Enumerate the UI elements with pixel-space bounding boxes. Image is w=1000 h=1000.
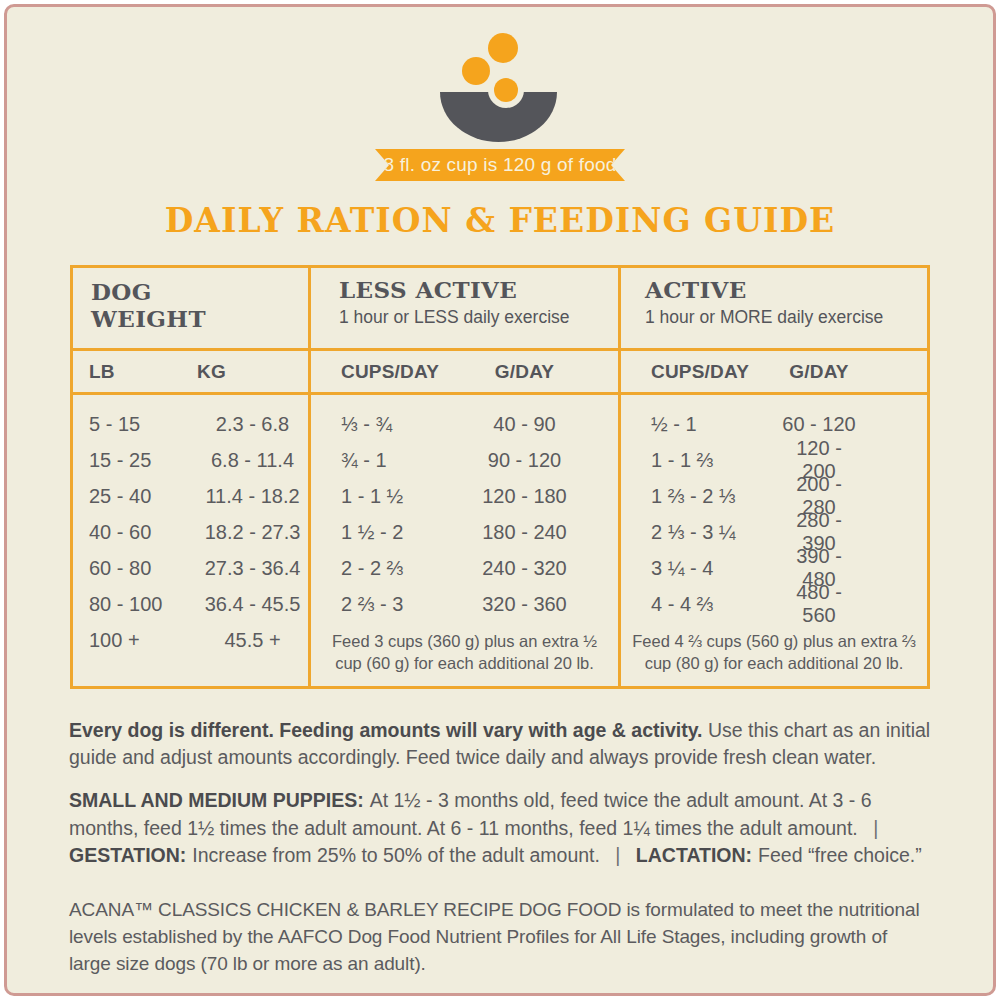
- table-cell: 2 - 2 ⅔: [341, 557, 471, 580]
- table-cell: 3 ¼ - 4: [651, 557, 781, 580]
- less-active-data: ⅓ - ¾ 40 - 90 ¾ - 1 90 - 120 1 - 1 ½ 120 - 18…: [308, 392, 618, 686]
- table-cell: 11.4 - 18.2: [205, 485, 299, 508]
- column-header-grams: G/DAY: [495, 361, 554, 383]
- table-cell: 27.3 - 36.4: [205, 557, 301, 580]
- table-cell: 2 ⅔ - 3: [341, 593, 471, 616]
- group-title: LESS ACTIVE: [339, 277, 618, 304]
- table-cell: 320 - 360: [482, 593, 567, 616]
- active-rows: ½ - 160 - 1201 - 1 ⅔120 - 2001 ⅔ - 2 ⅓20…: [621, 395, 927, 622]
- puppies-label: SMALL AND MEDIUM PUPPIES:: [69, 789, 364, 811]
- table-cell: 80 - 100: [89, 593, 197, 616]
- table-cell: 25 - 40: [89, 485, 197, 508]
- page-title: DAILY RATION & FEEDING GUIDE: [0, 201, 1000, 240]
- lactation-text: Feed “free choice.”: [758, 844, 922, 866]
- column-header-cups: CUPS/DAY: [341, 361, 471, 383]
- table-cell: 45.5 +: [224, 629, 280, 652]
- column-headers-less-active: CUPS/DAY G/DAY: [308, 348, 618, 392]
- table-cell: 90 - 120: [488, 449, 561, 472]
- kibble-icon: [462, 57, 490, 85]
- table-cell: 60 - 80: [89, 557, 197, 580]
- cup-measure-banner: 8 fl. oz cup is 120 g of food: [375, 149, 625, 181]
- gestation-text: Increase from 25% to 50% of the adult am…: [192, 844, 600, 866]
- kibble-icon: [494, 78, 518, 102]
- less-active-rows: ⅓ - ¾ 40 - 90 ¾ - 1 90 - 120 1 - 1 ½ 120 - 18…: [311, 395, 618, 622]
- table-cell: 40 - 90: [493, 413, 555, 436]
- group-subtitle: 1 hour or LESS daily exercise: [339, 307, 618, 328]
- table-cell: 18.2 - 27.3: [205, 521, 301, 544]
- separator: |: [615, 844, 620, 866]
- group-header-less-active: LESS ACTIVE 1 hour or LESS daily exercis…: [308, 268, 618, 348]
- table-cell: 4 - 4 ⅔: [651, 593, 781, 616]
- column-header-lb: LB: [89, 361, 197, 383]
- table-cell: 1 - 1 ½: [341, 485, 471, 508]
- group-header-dog-weight: DOG WEIGHT: [73, 268, 308, 348]
- kibble-icon: [488, 33, 518, 63]
- life-stage-note: SMALL AND MEDIUM PUPPIES:At 1½ - 3 month…: [69, 787, 933, 870]
- weight-data: 5 - 15 2.3 - 6.8 15 - 25 6.8 - 11.4 25 - 40 1…: [73, 392, 308, 686]
- group-subtitle: 1 hour or MORE daily exercise: [645, 307, 927, 328]
- table-cell: ½ - 1: [651, 413, 781, 436]
- table-cell: 60 - 120: [782, 413, 855, 436]
- group-header-active: ACTIVE 1 hour or MORE daily exercise: [618, 268, 927, 348]
- table-cell: 2 ⅓ - 3 ¼: [651, 521, 781, 544]
- table-cell: 480 - 560: [781, 581, 857, 627]
- table-cell: 40 - 60: [89, 521, 197, 544]
- weight-rows: 5 - 15 2.3 - 6.8 15 - 25 6.8 - 11.4 25 - 40 1…: [73, 395, 308, 658]
- table-cell: 1 ⅔ - 2 ⅓: [651, 485, 781, 508]
- group-title: DOG WEIGHT: [91, 279, 221, 332]
- table-cell: 100 +: [89, 629, 197, 652]
- gestation-label: GESTATION:: [69, 844, 186, 866]
- lactation-label: LACTATION:: [636, 844, 752, 866]
- feeding-guide-label: 8 fl. oz cup is 120 g of food DAILY RATI…: [0, 0, 1000, 1000]
- aafco-statement: ACANA™ CLASSICS CHICKEN & BARLEY RECIPE …: [69, 897, 933, 978]
- dog-bowl-with-kibble-icon: [440, 30, 560, 150]
- column-header-kg: KG: [197, 361, 308, 383]
- separator: |: [873, 817, 878, 839]
- table-cell: ¾ - 1: [341, 449, 471, 472]
- column-headers-weight: LB KG: [73, 348, 308, 392]
- general-feeding-note: Every dog is different. Feeding amounts …: [69, 717, 933, 771]
- table-cell: 36.4 - 45.5: [205, 593, 301, 616]
- column-header-grams: G/DAY: [789, 361, 848, 383]
- table-cell: 15 - 25: [89, 449, 197, 472]
- table-cell: 120 - 180: [482, 485, 567, 508]
- column-header-cups: CUPS/DAY: [651, 361, 781, 383]
- feeding-table: DOG WEIGHT LESS ACTIVE 1 hour or LESS da…: [70, 265, 930, 689]
- table-cell: 1 ½ - 2: [341, 521, 471, 544]
- group-title: ACTIVE: [645, 277, 927, 304]
- active-data: ½ - 160 - 1201 - 1 ⅔120 - 2001 ⅔ - 2 ⅓20…: [618, 392, 927, 686]
- table-cell: 6.8 - 11.4: [211, 449, 294, 472]
- table-cell: 180 - 240: [482, 521, 567, 544]
- table-cell: 5 - 15: [89, 413, 197, 436]
- column-headers-active: CUPS/DAY G/DAY: [618, 348, 927, 392]
- table-cell: ⅓ - ¾: [341, 413, 471, 436]
- cup-measure-text: 8 fl. oz cup is 120 g of food: [384, 154, 617, 176]
- less-active-extra-note: Feed 3 cups (360 g) plus an extra ½ cup …: [311, 631, 618, 675]
- table-cell: 240 - 320: [482, 557, 567, 580]
- general-note-bold: Every dog is different. Feeding amounts …: [69, 719, 703, 741]
- table-cell: 1 - 1 ⅔: [651, 449, 781, 472]
- active-extra-note: Feed 4 ⅔ cups (560 g) plus an extra ⅔ cu…: [621, 631, 927, 675]
- table-cell: 2.3 - 6.8: [216, 413, 289, 436]
